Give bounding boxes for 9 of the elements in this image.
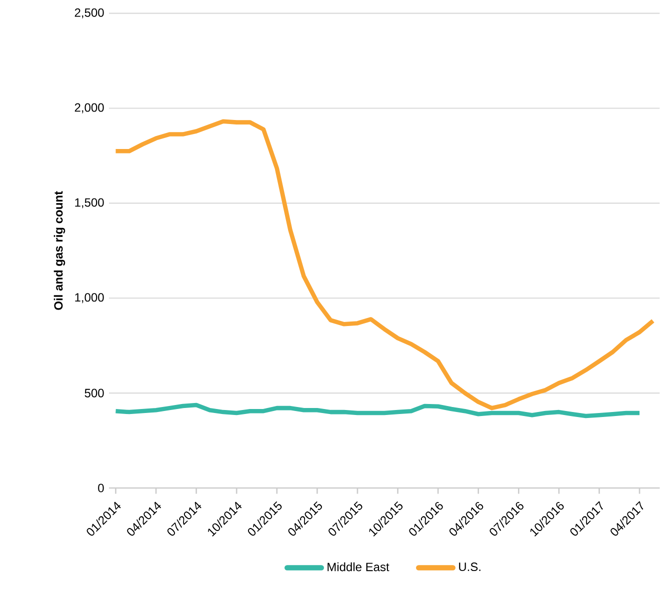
y-tick-label: 0 (98, 484, 104, 492)
y-tick-label: 1,000 (75, 293, 104, 304)
y-axis-title: Oil and gas rig count (54, 191, 66, 310)
legend-label: Middle East (328, 562, 390, 572)
y-tick-label: 2,000 (74, 103, 104, 114)
legend-label: U.S. (459, 562, 480, 572)
y-tick-label: 1,500 (75, 198, 104, 208)
y-tick-label: 2,500 (74, 8, 104, 18)
y-tick-label: 500 (84, 388, 104, 398)
